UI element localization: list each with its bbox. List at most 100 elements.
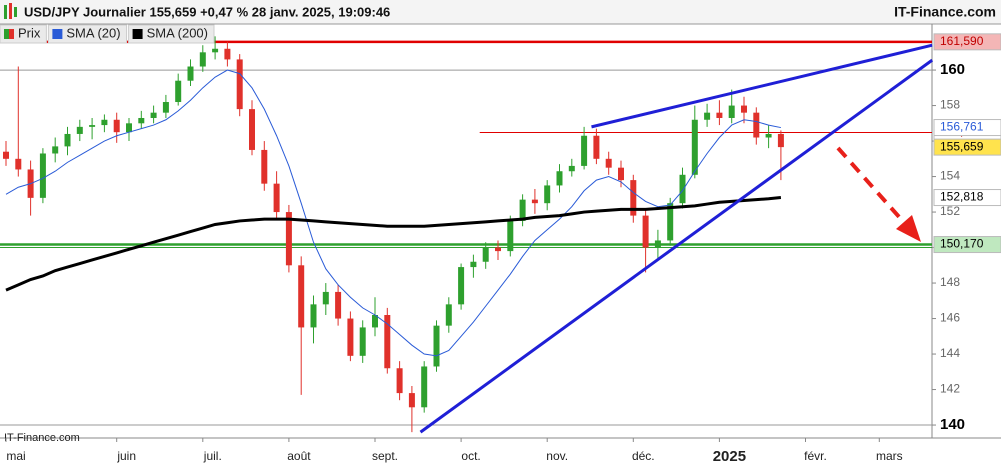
candle-body [261, 149, 268, 184]
x-tick-label: mars [876, 449, 903, 463]
candle-body [322, 291, 329, 305]
candle-body [691, 119, 698, 175]
candle-body [544, 185, 551, 204]
sma-line [5, 196, 782, 292]
candle-body [126, 123, 132, 133]
candle-body [531, 199, 538, 204]
legend-label: SMA (20) [66, 25, 120, 40]
candle-body [753, 112, 760, 138]
candle-body [716, 112, 723, 118]
candle-body [630, 180, 637, 216]
candle-body [113, 119, 120, 133]
header-icon [9, 3, 12, 19]
price-label: 152,818 [940, 190, 984, 204]
y-tick-label: 144 [940, 346, 960, 360]
candle-body [89, 125, 96, 127]
candle-body [76, 126, 83, 134]
legend-item: SMA (200) [128, 24, 215, 44]
candle-body [654, 240, 661, 248]
x-tick-label: nov. [546, 449, 568, 463]
candle-body [384, 315, 391, 369]
price-label: 161,590 [940, 34, 984, 48]
price-label-box [933, 119, 1001, 137]
sma-line [5, 69, 781, 357]
y-tick-label: 148 [940, 275, 960, 289]
x-tick-label: févr. [804, 449, 827, 463]
candle-body [741, 105, 747, 113]
candle-body [310, 304, 317, 328]
header-bar [0, 0, 1001, 24]
candle-body [138, 117, 145, 124]
candle-body [64, 133, 71, 147]
price-label-box [933, 33, 1001, 51]
candle-body [556, 171, 563, 186]
candle-body [458, 267, 465, 305]
legend-swatch [132, 29, 143, 39]
x-tick-label: mai [6, 449, 25, 463]
y-tick-label: 160 [940, 61, 965, 78]
price-label-box [933, 138, 1001, 156]
candle-body [199, 52, 206, 67]
candle-body [618, 167, 624, 181]
legend-swatch [52, 29, 63, 39]
arrow-head [896, 215, 921, 242]
candle-body [285, 212, 292, 266]
candle-body [605, 158, 612, 168]
header-icon [4, 5, 7, 19]
price-label: 150,170 [940, 237, 984, 251]
legend-item: Prix [0, 24, 47, 44]
legend-bg [128, 24, 215, 44]
chart-title: USD/JPY Journalier 155,659 +0,47 % 28 ja… [24, 4, 390, 19]
x-tick-label: juin [116, 449, 136, 463]
candle-body [519, 199, 526, 221]
legend: Prix SMA (20) SMA (200) [0, 24, 215, 44]
legend-item: SMA (20) [47, 24, 128, 44]
x-tick-label: oct. [461, 449, 480, 463]
x-tick-label: août [287, 449, 311, 463]
y-tick-label: 158 [940, 98, 960, 112]
legend-label: SMA (200) [147, 25, 208, 40]
candle-body [642, 215, 649, 248]
candle-body [777, 133, 784, 148]
header-icon [14, 7, 17, 17]
candle-body [224, 48, 231, 60]
candle-body [495, 247, 501, 252]
candle-body [335, 291, 342, 319]
candle-body [372, 315, 378, 328]
candle-body [39, 153, 46, 198]
watermark: IT-Finance.com [4, 432, 80, 444]
candle-body [667, 203, 674, 241]
candle-body [704, 112, 711, 120]
candle-body [470, 261, 477, 268]
y-tick-label: 146 [940, 311, 960, 325]
candle-body [568, 165, 575, 172]
candle-body [298, 265, 305, 328]
y-tick-label: 140 [940, 416, 965, 433]
candle-body [408, 393, 415, 408]
candle-body [482, 247, 489, 262]
trendline [419, 58, 934, 434]
candle-body [249, 109, 255, 150]
legend-swatch [4, 29, 9, 39]
price-label-box [933, 236, 1001, 254]
candle-body [679, 174, 686, 204]
candle-body [728, 105, 735, 118]
y-tick-label: 142 [940, 382, 960, 396]
candle-body [445, 304, 452, 326]
price-label: 156,761 [940, 120, 984, 134]
candle-body [236, 59, 243, 110]
candle-body [162, 102, 169, 113]
candle-body [3, 151, 9, 159]
price-label-box [933, 189, 1001, 207]
candle-body [581, 135, 588, 166]
candle-body [15, 158, 22, 170]
x-tick-label: 2025 [713, 448, 746, 465]
candle-body [421, 366, 428, 408]
candle-body [52, 146, 59, 154]
legend-swatch [9, 29, 14, 39]
x-tick-label: juil. [203, 449, 222, 463]
candle-body [273, 183, 280, 213]
candle-body [175, 80, 182, 103]
